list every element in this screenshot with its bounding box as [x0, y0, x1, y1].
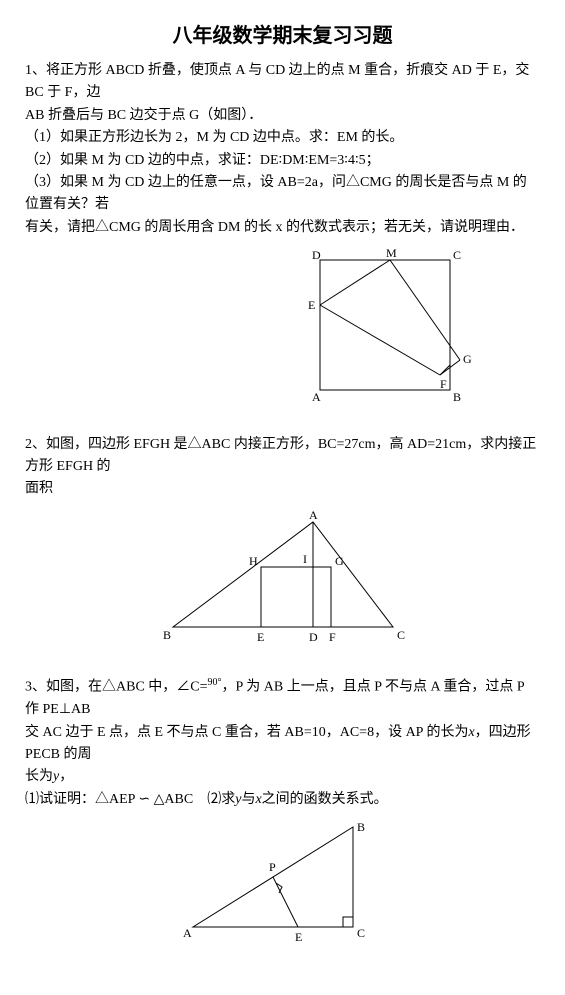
p2-line2: 面积 [25, 478, 540, 500]
p3-l4b: 与 [241, 792, 255, 807]
page-title: 八年级数学期末复习习题 [25, 20, 540, 52]
p3-l4c: 之间的函数关系式。 [262, 792, 388, 807]
p2-figure-wrap: A H I G B E D F C [25, 507, 540, 655]
p2-line1: 2、如图，四边形 EFGH 是△ABC 内接正方形，BC=27cm，高 AD=2… [25, 434, 540, 479]
label-E3: E [295, 930, 302, 944]
p1-line5: （3）如果 M 为 CD 边上的任意一点，设 AB=2a，问△CMG 的周长是否… [25, 172, 540, 217]
label-F2: F [329, 630, 336, 644]
p3-line2: 交 AC 边于 E 点，点 E 不与点 C 重合，若 AB=10，AC=8，设 … [25, 722, 540, 767]
label-G: G [463, 352, 472, 366]
label-F: F [440, 377, 447, 391]
p3-l3b: ， [59, 769, 73, 784]
p1-figure-wrap: D M C E G F A B [25, 245, 540, 413]
p3-figure-wrap: A P E B C [25, 817, 540, 955]
p3-l2a: 交 AC 边于 E 点，点 E 不与点 C 重合，若 AB=10，AC=8，设 … [25, 725, 468, 740]
p1-line6: 有关，请把△CMG 的周长用含 DM 的长 x 的代数式表示；若无关，请说明理由… [25, 217, 540, 239]
label-C: C [453, 248, 461, 262]
label-A: A [312, 390, 321, 404]
label-E2: E [257, 630, 264, 644]
p3-line1: 3、如图，在△ABC 中，∠C=90°，P 为 AB 上一点，且点 P 不与点 … [25, 675, 540, 721]
label-C3: C [357, 926, 365, 940]
p1-line4: （2）如果 M 为 CD 边的中点，求证：DE∶DM∶EM=3∶4∶5； [25, 150, 540, 172]
label-B2: B [163, 628, 171, 642]
p3-l1a: 3、如图，在△ABC 中，∠C= [25, 680, 208, 695]
problem-1: 1、将正方形 ABCD 折叠，使顶点 A 与 CD 边上的点 M 重合，折痕交 … [25, 60, 540, 414]
label-A2: A [309, 508, 318, 522]
p1-line1: 1、将正方形 ABCD 折叠，使顶点 A 与 CD 边上的点 M 重合，折痕交 … [25, 60, 540, 105]
p1-figure: D M C E G F A B [300, 245, 480, 405]
p1-line3: （1）如果正方形边长为 2，M 为 CD 边中点。求：EM 的长。 [25, 127, 540, 149]
p3-l4a: ⑴试证明：△AEP ∽ △ABC ⑵求 [25, 792, 235, 807]
p2-figure: A H I G B E D F C [153, 507, 413, 647]
p3-line3: 长为y， [25, 766, 540, 788]
label-B3: B [357, 820, 365, 834]
label-M: M [386, 246, 397, 260]
label-I: I [303, 552, 307, 566]
label-A3: A [183, 926, 192, 940]
label-P3: P [269, 860, 276, 874]
label-G2: G [335, 554, 344, 568]
p3-l3a: 长为 [25, 769, 53, 784]
problem-2: 2、如图，四边形 EFGH 是△ABC 内接正方形，BC=27cm，高 AD=2… [25, 434, 540, 656]
label-E: E [308, 298, 315, 312]
p1-line2: AB 折叠后与 BC 边交于点 G（如图）． [25, 105, 540, 127]
label-C2: C [397, 628, 405, 642]
label-D: D [312, 248, 321, 262]
problem-3: 3、如图，在△ABC 中，∠C=90°，P 为 AB 上一点，且点 P 不与点 … [25, 675, 540, 955]
label-H: H [249, 554, 258, 568]
p3-figure: A P E B C [173, 817, 393, 947]
p3-line4: ⑴试证明：△AEP ∽ △ABC ⑵求y与x之间的函数关系式。 [25, 789, 540, 811]
p3-deg: 90° [208, 677, 222, 688]
label-B: B [453, 390, 461, 404]
label-D2: D [309, 630, 318, 644]
